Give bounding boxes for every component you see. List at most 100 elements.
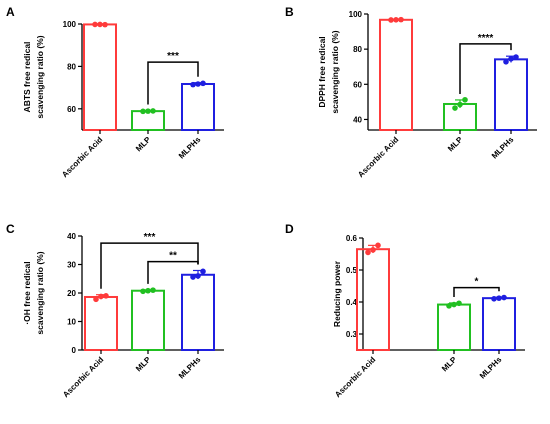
data-point — [456, 300, 462, 307]
data-point — [200, 80, 206, 87]
panel-letter: B — [285, 5, 294, 19]
y-tick-label: 60 — [353, 80, 362, 89]
y-axis-label: Reducing power — [332, 260, 342, 327]
data-point — [195, 81, 201, 87]
y-tick-label: 0.6 — [346, 234, 358, 243]
y-axis-label: scavenging ratio (%) — [35, 35, 45, 118]
y-tick-label: 0.3 — [346, 330, 358, 339]
data-point — [93, 296, 99, 303]
data-point — [388, 17, 394, 23]
significance-bracket — [147, 260, 199, 284]
data-point — [513, 54, 519, 60]
data-point — [446, 303, 452, 309]
bar — [84, 295, 118, 351]
data-point — [98, 293, 104, 300]
data-point — [452, 105, 458, 111]
x-tick-label: MLPHs — [177, 135, 203, 161]
x-tick-label: MLP — [446, 135, 465, 154]
significance-bracket — [100, 242, 199, 289]
data-point — [508, 56, 514, 62]
y-axis-label: scavenging ratio (%) — [35, 251, 45, 334]
data-point — [140, 108, 146, 115]
y-tick-label: 100 — [63, 20, 77, 29]
y-tick-label: 80 — [353, 45, 362, 54]
significance-label: * — [475, 277, 479, 288]
y-tick-label: 80 — [67, 62, 76, 71]
significance-bracket — [147, 61, 199, 105]
data-point — [491, 296, 497, 302]
chart-panel-d: D Reducing power 0.3 0.4 0.5 0.6 Ascorbic Acid… — [285, 222, 525, 399]
data-point — [375, 242, 381, 249]
data-point — [501, 294, 507, 301]
significance-bracket — [453, 286, 500, 297]
x-tick-label: Ascorbic Acid — [61, 355, 105, 399]
y-tick-label: 40 — [353, 115, 362, 124]
y-tick-label: 0.5 — [346, 266, 358, 275]
chart-panel-c: C ·OH free redical scavenging ratio (%) 0 10… — [6, 222, 224, 399]
y-tick-label: 10 — [67, 318, 76, 327]
bar — [482, 297, 516, 352]
bar — [356, 248, 390, 351]
x-tick-label: Ascorbic Acid — [60, 135, 104, 179]
y-tick-label: 40 — [67, 232, 76, 241]
chart-panel-a: A ABTS free redical scavenging ratio (%) 60… — [6, 5, 224, 179]
data-point — [496, 295, 502, 301]
bar — [83, 23, 117, 131]
y-tick-label: 60 — [67, 105, 76, 114]
x-tick-label: Ascorbic Acid — [333, 355, 377, 399]
significance-label: ** — [169, 251, 177, 262]
data-point — [97, 21, 103, 28]
data-point — [462, 96, 468, 103]
y-axis-label: ABTS free redical — [22, 42, 32, 113]
data-point — [195, 273, 201, 279]
panel-letter: C — [6, 222, 15, 236]
y-tick-label: 0 — [72, 346, 77, 355]
panel-letter: D — [285, 222, 294, 236]
x-tick-label: MLP — [134, 355, 153, 374]
data-point — [200, 268, 206, 275]
x-tick-label: Ascorbic Acid — [356, 135, 400, 179]
data-point — [150, 108, 156, 114]
data-point — [140, 288, 146, 295]
chart-panel-b: B DPPH free redical scavenging ratio (%) 40… — [285, 5, 537, 179]
x-tick-label: MLP — [134, 135, 153, 154]
x-tick-label: MLPHs — [490, 135, 516, 161]
data-point — [145, 287, 151, 294]
data-point — [103, 293, 109, 299]
bar — [437, 303, 471, 351]
significance-label: *** — [144, 232, 156, 243]
data-point — [393, 17, 399, 23]
significance-bracket — [459, 43, 512, 94]
significance-label: **** — [478, 33, 494, 44]
data-point — [451, 301, 457, 308]
bar — [131, 110, 165, 132]
data-point — [150, 287, 156, 293]
data-point — [190, 274, 196, 280]
y-tick-label: 0.4 — [346, 298, 358, 307]
bar — [181, 273, 215, 352]
y-tick-label: 20 — [67, 289, 76, 298]
significance-label: *** — [167, 51, 179, 62]
bar — [181, 82, 215, 132]
y-axis-label: DPPH free redical — [317, 36, 327, 107]
y-axis-label: ·OH free redical — [22, 261, 32, 324]
data-point — [145, 108, 151, 114]
y-tick-label: 100 — [349, 10, 363, 19]
panel-letter: A — [6, 5, 15, 19]
data-point — [398, 16, 404, 23]
data-point — [457, 101, 463, 108]
data-point — [370, 247, 376, 253]
x-tick-label: MLPHs — [478, 355, 504, 381]
bar — [494, 58, 528, 132]
data-point — [365, 249, 371, 256]
data-point — [503, 59, 509, 65]
bar — [379, 18, 413, 131]
y-axis-label: scavenging ratio (%) — [330, 30, 340, 113]
x-tick-label: MLP — [440, 355, 459, 374]
bar — [131, 289, 165, 351]
data-point — [92, 21, 98, 28]
data-point — [190, 81, 196, 88]
y-tick-label: 30 — [67, 261, 76, 270]
data-point — [102, 21, 108, 28]
